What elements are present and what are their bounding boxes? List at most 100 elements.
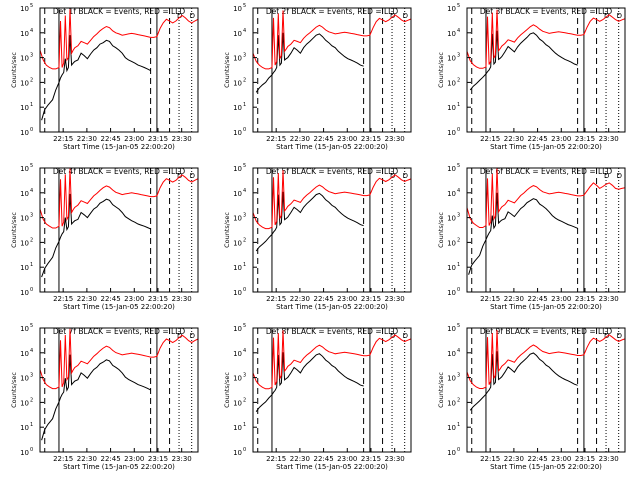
marker-letter: D	[190, 12, 195, 20]
x-tick-label: 22:30	[77, 135, 97, 143]
x-tick-label: 22:15	[266, 455, 286, 463]
y-tick-label: 10	[20, 424, 29, 432]
marker-letter: D	[604, 332, 609, 340]
y-tick-label: 10	[447, 325, 456, 333]
marker-letter: D	[190, 332, 195, 340]
y-tick-exponent: 0	[457, 287, 460, 293]
y-tick-exponent: 0	[30, 287, 33, 293]
series-events-line	[41, 354, 151, 441]
x-axis-title: Start Time (15-Jan-05 22:00:20)	[276, 303, 388, 311]
panel-title: Det 4f BLACK = Events, RED = LLD	[53, 167, 186, 176]
series-events-line	[255, 32, 364, 93]
y-tick-label: 10	[447, 375, 456, 383]
y-tick-label: 10	[20, 165, 29, 173]
x-tick-label: 23:15	[575, 295, 595, 303]
series-lld-line	[39, 328, 199, 390]
marker-letter: D	[604, 172, 609, 180]
x-tick-label: 23:15	[361, 455, 381, 463]
series-events-line	[468, 192, 578, 275]
y-axis-title: Counts/sec	[437, 372, 445, 408]
y-tick-label: 10	[447, 79, 456, 87]
marker-letter: D	[190, 172, 195, 180]
plot-frame	[466, 327, 626, 453]
marker-letter: D	[390, 12, 395, 20]
series-events-line	[255, 352, 364, 412]
x-axis-title: Start Time (15-Jan-05 22:00:20)	[63, 463, 175, 471]
y-tick-exponent: 3	[457, 373, 460, 379]
series-lld-line	[39, 168, 199, 229]
y-tick-label: 10	[233, 239, 242, 247]
series-lld-line	[466, 329, 626, 389]
plot-frame	[39, 167, 199, 293]
x-tick-label: 23:00	[124, 135, 144, 143]
y-tick-label: 10	[447, 350, 456, 358]
y-tick-exponent: 1	[243, 262, 246, 268]
y-tick-exponent: 1	[457, 262, 460, 268]
x-tick-label: 23:00	[551, 295, 571, 303]
y-tick-exponent: 0	[30, 447, 33, 453]
x-tick-label: 23:15	[148, 135, 168, 143]
x-axis-title: Start Time (15-Jan-05 22:00:20)	[490, 463, 602, 471]
y-tick-label: 10	[447, 399, 456, 407]
x-axis-title: Start Time (15-Jan-05 22:00:20)	[490, 303, 602, 311]
x-tick-label: 22:45	[100, 455, 120, 463]
x-axis-title: Start Time (15-Jan-05 22:00:20)	[63, 143, 175, 151]
y-tick-exponent: 0	[243, 447, 246, 453]
y-tick-label: 10	[20, 30, 29, 38]
x-tick-label: 23:00	[551, 455, 571, 463]
marker-letter: D	[403, 172, 408, 180]
y-tick-exponent: 3	[30, 373, 33, 379]
x-tick-label: 22:45	[313, 455, 333, 463]
y-axis-title: Counts/sec	[437, 212, 445, 248]
series-events-line	[469, 351, 578, 411]
y-tick-exponent: 4	[457, 188, 460, 194]
y-tick-label: 10	[20, 190, 29, 198]
y-tick-exponent: 5	[457, 323, 460, 329]
y-tick-label: 10	[447, 424, 456, 432]
panel-title: Det 8f BLACK = Events, RED = LLD	[266, 327, 399, 336]
y-tick-exponent: 0	[30, 127, 33, 133]
x-tick-label: 23:00	[337, 135, 357, 143]
y-tick-exponent: 5	[243, 323, 246, 329]
x-axis-title: Start Time (15-Jan-05 22:00:20)	[490, 143, 602, 151]
y-tick-label: 10	[447, 215, 456, 223]
x-tick-label: 22:30	[504, 455, 524, 463]
y-tick-label: 10	[233, 215, 242, 223]
y-tick-label: 10	[20, 399, 29, 407]
y-tick-exponent: 4	[243, 348, 246, 354]
plot-frame	[39, 7, 199, 133]
y-tick-label: 10	[447, 55, 456, 63]
plot-frame	[252, 7, 412, 133]
y-tick-label: 10	[20, 239, 29, 247]
x-tick-label: 22:45	[100, 135, 120, 143]
x-tick-label: 22:45	[527, 295, 547, 303]
y-tick-exponent: 4	[457, 348, 460, 354]
panel-title: Det 3f BLACK = Events, RED = LLD	[480, 7, 613, 16]
y-tick-label: 10	[233, 325, 242, 333]
y-tick-label: 10	[447, 264, 456, 272]
panel-title: Det 7f BLACK = Events, RED = LLD	[53, 327, 186, 336]
x-axis-title: Start Time (15-Jan-05 22:00:20)	[63, 303, 175, 311]
y-tick-exponent: 2	[30, 237, 33, 243]
x-tick-label: 23:30	[172, 295, 192, 303]
x-tick-label: 22:15	[53, 295, 73, 303]
y-tick-exponent: 5	[457, 163, 460, 169]
x-tick-label: 23:00	[124, 295, 144, 303]
y-tick-exponent: 2	[243, 77, 246, 83]
plot-frame	[252, 327, 412, 453]
panel-title: Det 5f BLACK = Events, RED = LLD	[266, 167, 399, 176]
y-tick-exponent: 4	[30, 28, 33, 34]
x-tick-label: 22:15	[53, 455, 73, 463]
marker-letter: D	[617, 332, 622, 340]
x-tick-label: 22:30	[504, 135, 524, 143]
x-tick-label: 23:15	[361, 295, 381, 303]
y-tick-exponent: 2	[243, 397, 246, 403]
